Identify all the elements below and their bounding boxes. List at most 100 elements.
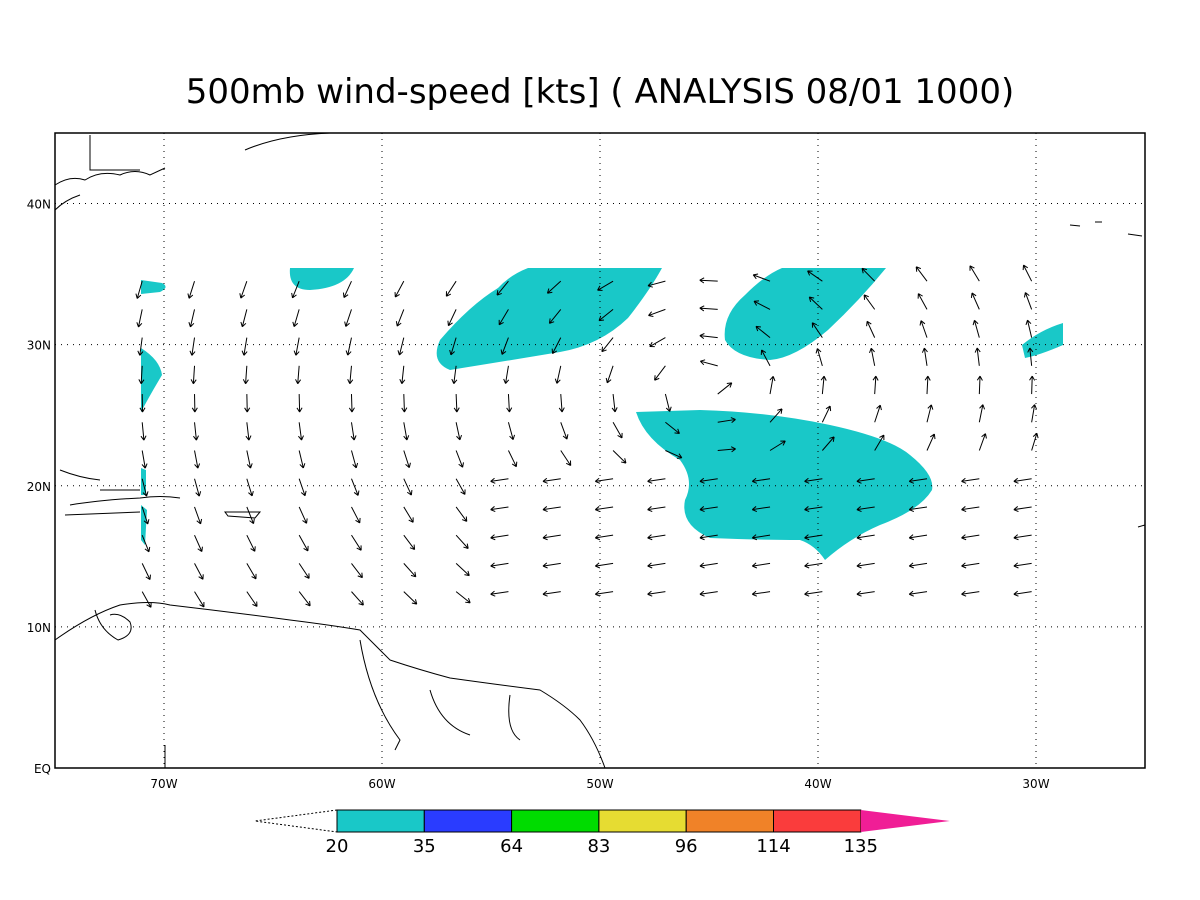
- wind-arrow: [908, 506, 928, 513]
- wind-arrow: [863, 294, 876, 310]
- y-tick-label: 20N: [27, 480, 51, 494]
- wind-arrow: [351, 534, 362, 551]
- wind-arrow: [394, 280, 405, 298]
- wind-arrow: [141, 563, 151, 581]
- wind-arrow: [821, 436, 835, 451]
- wind-arrow: [717, 382, 733, 395]
- wind-arrow: [699, 305, 718, 312]
- wind-arrow: [804, 534, 823, 541]
- wind-arrow: [647, 534, 666, 541]
- wind-arrow: [298, 422, 304, 441]
- coastline: [164, 639, 521, 768]
- wind-arrow: [453, 394, 460, 413]
- wind-arrow: [141, 591, 152, 608]
- wind-arrow: [344, 309, 352, 327]
- coastline: [54, 132, 331, 211]
- wind-arrow: [751, 477, 771, 484]
- wind-arrow: [717, 446, 736, 453]
- wind-arrow: [699, 277, 718, 284]
- wind-arrow: [760, 349, 771, 367]
- wind-arrow: [455, 450, 464, 468]
- wind-arrow: [919, 320, 928, 338]
- wind-arrow: [926, 404, 934, 423]
- wind-arrow: [648, 308, 666, 317]
- wind-arrow: [594, 506, 614, 513]
- wind-arrow: [298, 563, 310, 579]
- wind-arrow: [194, 563, 204, 580]
- wind-arrow: [560, 422, 569, 440]
- wind-shading: [141, 268, 1063, 560]
- wind-arrow: [752, 273, 771, 282]
- colorbar-segment: [598, 809, 687, 833]
- wind-arrow: [447, 309, 457, 327]
- wind-arrow: [924, 375, 931, 395]
- wind-arrow: [403, 506, 414, 523]
- wind-arrow: [961, 562, 980, 569]
- shade-area: [289, 268, 354, 290]
- wind-arrow: [296, 394, 303, 413]
- shade-area: [141, 348, 162, 412]
- wind-arrow: [350, 422, 357, 441]
- wind-arrow: [820, 375, 827, 395]
- wind-arrow: [647, 590, 666, 597]
- wind-arrow: [141, 506, 150, 525]
- wind-arrow: [654, 365, 666, 381]
- wind-arrow: [1023, 292, 1033, 310]
- wind-arrow: [1013, 562, 1032, 569]
- wind-arrow: [490, 590, 509, 597]
- wind-arrow: [1031, 432, 1039, 451]
- wind-arrow: [546, 280, 562, 294]
- wind-arrow: [455, 591, 471, 604]
- shade-area: [141, 280, 166, 294]
- wind-arrow: [874, 404, 882, 423]
- wind-arrow: [769, 408, 783, 423]
- wind-arrow: [403, 478, 413, 496]
- wind-arrow: [455, 506, 468, 522]
- wind-arrow: [921, 347, 928, 366]
- wind-arrow: [490, 506, 509, 513]
- wind-arrow: [699, 534, 718, 541]
- wind-arrow: [138, 365, 145, 385]
- wind-arrow: [292, 309, 300, 328]
- wind-arrow: [699, 333, 718, 340]
- wind-arrow: [507, 422, 516, 441]
- wind-arrow: [403, 450, 411, 469]
- y-tick-label: 30N: [27, 339, 51, 353]
- wind-arrow: [856, 506, 875, 513]
- wind-arrow: [1031, 404, 1037, 423]
- wind-arrow: [769, 376, 776, 395]
- wind-arrow: [1022, 264, 1033, 282]
- wind-arrow: [500, 337, 509, 355]
- wind-arrow: [751, 562, 771, 569]
- wind-arrow: [399, 365, 406, 385]
- colorbar-segment: [336, 809, 425, 833]
- wind-arrow: [972, 319, 980, 338]
- wind-arrow: [1013, 534, 1032, 541]
- wind-arrow: [246, 506, 255, 525]
- wind-arrow: [978, 404, 986, 423]
- wind-arrow: [647, 506, 666, 513]
- coastlines: [54, 132, 1146, 769]
- wind-arrow: [804, 562, 823, 569]
- wind-arrow: [298, 478, 307, 497]
- coastline: [54, 602, 606, 769]
- wind-arrow: [769, 440, 786, 451]
- wind-arrow: [490, 562, 509, 569]
- wind-arrow: [351, 478, 360, 496]
- wind-arrow: [351, 591, 364, 606]
- wind-arrow: [804, 590, 823, 597]
- wind-arrow: [970, 292, 980, 310]
- colorbar-over: [860, 810, 950, 832]
- wind-arrow: [558, 394, 565, 413]
- colorbar-under: [254, 809, 338, 833]
- wind-arrow: [542, 590, 561, 597]
- wind-arrow: [815, 348, 823, 366]
- x-tick-label: 40W: [804, 777, 831, 791]
- wind-arrow: [874, 434, 885, 451]
- wind-arrow: [490, 534, 509, 541]
- wind-arrow: [403, 534, 416, 551]
- colorbar-label: 20: [326, 836, 349, 857]
- wind-arrow: [908, 562, 928, 569]
- wind-arrow: [246, 534, 256, 552]
